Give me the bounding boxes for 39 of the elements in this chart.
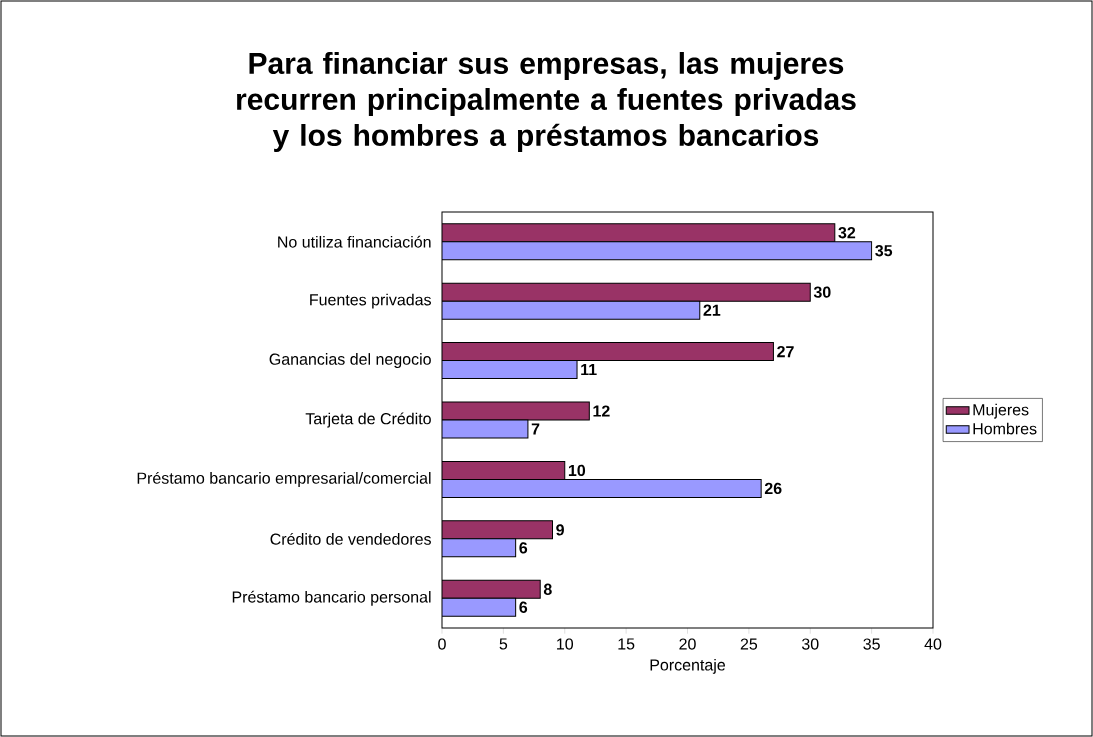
data-label: 35: [875, 245, 893, 257]
bar: [442, 223, 836, 243]
y-tick-label: Ganancias del negocio: [269, 353, 431, 369]
data-label: 6: [519, 601, 528, 613]
legend-label: Mujeres: [973, 403, 1029, 419]
chart-title: Para financiar sus empresas, las mujeres recurren principalmente a fuentes privadas y los hombres a préstamos bancarios: [237, 51, 856, 152]
bar: [442, 579, 541, 599]
x-tick-label: 20: [679, 638, 696, 650]
y-tick-label: Préstamo bancario personal: [232, 590, 431, 606]
data-label: 26: [764, 482, 782, 495]
y-tick-label: Fuentes privadas: [310, 293, 431, 309]
x-tick-label: 25: [740, 638, 758, 650]
y-tick-label: Crédito de vendedores: [270, 532, 431, 545]
x-tick-label: 15: [618, 638, 635, 650]
x-tick-label: 30: [801, 638, 819, 650]
y-tick-label: Préstamo bancario empresarial/comercial: [137, 471, 431, 487]
y-tick-label: Tarjeta de Crédito: [305, 412, 431, 428]
x-tick-label: 10: [557, 638, 574, 650]
data-label: 32: [838, 227, 856, 239]
x-tick-label: 40: [924, 638, 942, 650]
data-label: 8: [543, 583, 552, 595]
y-tick-label: No utiliza financiación: [278, 235, 431, 248]
data-label: 12: [593, 405, 610, 417]
bar: [442, 460, 566, 480]
legend-label: Hombres: [973, 422, 1037, 435]
data-label: 6: [519, 542, 528, 554]
data-label: 30: [813, 286, 831, 298]
data-label: 9: [556, 524, 564, 536]
bar: [442, 520, 553, 540]
data-label: 10: [568, 464, 586, 477]
bar: [442, 342, 774, 362]
data-label: 27: [777, 345, 794, 358]
x-tick-label: 5: [499, 638, 508, 650]
x-axis-title: Porcentaje: [650, 658, 726, 674]
x-tick-label: 35: [863, 638, 880, 650]
data-label: 11: [581, 364, 597, 376]
data-label: 7: [531, 423, 540, 435]
x-tick-label: 0: [438, 638, 446, 650]
data-label: 21: [703, 304, 721, 316]
